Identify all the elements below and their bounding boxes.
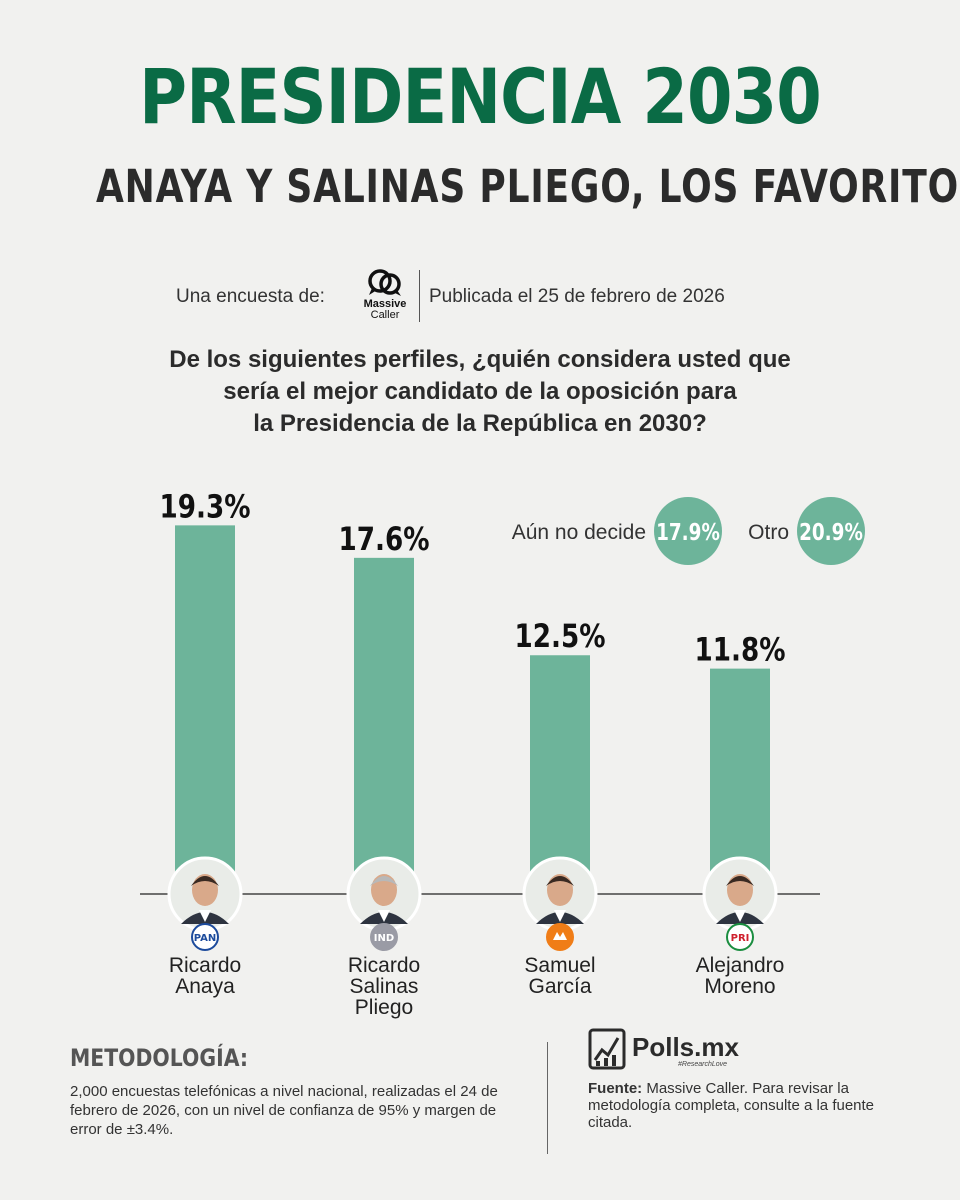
bar-chart: 19.3%17.6%12.5% 11.8%PANRicardoAnayaINDRi… [140, 488, 865, 1019]
extra-badge [654, 497, 722, 565]
brand-tagline: #ResearchLove [678, 1061, 728, 1068]
candidate-name: Moreno [704, 975, 775, 998]
chat-bubbles-icon [368, 269, 401, 296]
byline: Una encuesta de: Massive Caller Publicad… [0, 268, 960, 324]
byline-divider [419, 270, 420, 322]
pollster-name-line2: Caller [370, 309, 400, 321]
page-title: PRESIDENCIA 2030 [139, 52, 822, 141]
source-label: Fuente: [588, 1080, 643, 1097]
footer-divider [547, 1042, 548, 1154]
candidate-name: Anaya [175, 975, 235, 998]
hair-icon [546, 876, 574, 886]
methodology-section: METODOLOGÍA: 2,000 encuestas telefónicas… [70, 1044, 520, 1139]
extra-value: 17.9% [656, 519, 720, 546]
publish-date: Publicada el 25 de febrero de 2026 [429, 286, 725, 307]
data-label: 12.5% [514, 618, 605, 655]
candidate-name: García [528, 975, 591, 998]
shirt-collar-icon [378, 910, 390, 922]
party-label: IND [374, 933, 394, 944]
extra-label: Aún no decide [512, 521, 646, 544]
extra-badge [797, 497, 865, 565]
survey-question: De los siguientes perfiles, ¿quién consi… [0, 344, 960, 440]
party-logo-icon [553, 932, 567, 940]
candidate-name: Pliego [355, 996, 413, 1019]
question-line-2: sería el mejor candidato de la oposición… [223, 378, 737, 405]
hair-icon [370, 876, 398, 886]
brand-name: Polls.mx [632, 1032, 739, 1062]
party-badge [370, 923, 398, 951]
party-label: PAN [194, 933, 217, 944]
source-note: Fuente: Massive Caller. Para revisar la … [588, 1080, 908, 1131]
hair-icon [191, 876, 219, 886]
question-line-1: De los siguientes perfiles, ¿quién consi… [169, 346, 791, 373]
candidate-avatar: IND [346, 856, 422, 951]
data-label: 17.6% [338, 520, 429, 557]
shirt-collar-icon [199, 910, 211, 922]
candidate-avatar [522, 856, 598, 951]
hair-icon [726, 876, 754, 886]
bar [530, 655, 590, 894]
party-label: PRI [731, 933, 750, 944]
methodology-heading: METODOLOGÍA: [70, 1044, 249, 1072]
bar [710, 668, 770, 894]
page-subtitle: ANAYA Y SALINAS PLIEGO, LOS FAVORITOS [96, 160, 960, 213]
candidate-avatar: PAN [167, 856, 243, 951]
bar [175, 525, 235, 894]
party-badge [726, 923, 754, 951]
data-label: 19.3% [159, 488, 250, 525]
extra-value: 20.9% [799, 519, 863, 546]
source-text: Massive Caller. Para revisar la metodolo… [588, 1080, 875, 1131]
shirt-collar-icon [734, 910, 746, 922]
candidate-name: Ricardo [348, 954, 420, 977]
candidate-name: Ricardo [169, 954, 241, 977]
candidate-name: Salinas [350, 975, 419, 998]
candidate-avatar: PRI [702, 856, 778, 951]
chart-logo-icon [588, 1028, 626, 1070]
pollster-name-line1: Massive [363, 298, 407, 310]
survey-label: Una encuesta de: [176, 286, 325, 307]
party-badge [191, 923, 219, 951]
methodology-text: 2,000 encuestas telefónicas a nivel naci… [70, 1083, 498, 1138]
pollster-logo: Massive Caller [360, 268, 410, 321]
data-label: 11.8% [694, 631, 785, 668]
question-line-3: la Presidencia de la República en 2030? [253, 410, 707, 437]
bar [354, 557, 414, 894]
candidate-name: Alejandro [696, 954, 785, 977]
shirt-collar-icon [554, 910, 566, 922]
extra-label: Otro [748, 521, 789, 544]
candidate-name: Samuel [524, 954, 595, 977]
